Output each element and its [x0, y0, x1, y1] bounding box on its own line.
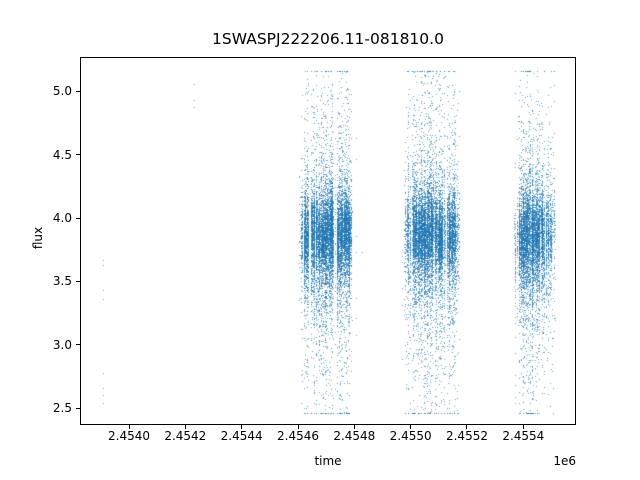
- y-tick-label: 3.5: [52, 274, 72, 289]
- x-tick-mark: [466, 425, 468, 429]
- y-tick-mark: [76, 217, 80, 219]
- x-tick-mark: [522, 425, 524, 429]
- x-tick-mark: [297, 425, 299, 429]
- y-tick-mark: [76, 407, 80, 409]
- x-tick-label: 2.4540: [108, 429, 150, 443]
- x-tick-label: 2.4554: [502, 429, 545, 443]
- x-tick-label: 2.4548: [333, 429, 376, 443]
- x-tick-label: 2.4552: [445, 429, 488, 443]
- x-tick-label: 2.4544: [220, 429, 263, 443]
- y-tick-label: 4.5: [52, 147, 72, 162]
- x-tick-mark: [241, 425, 243, 429]
- x-tick-mark: [353, 425, 355, 429]
- x-tick-mark: [410, 425, 412, 429]
- y-tick-label: 3.0: [52, 337, 72, 352]
- chart-title: 1SWASPJ222206.11-081810.0: [212, 30, 444, 48]
- x-axis-offset-text: 1e6: [553, 454, 576, 468]
- y-tick-mark: [76, 154, 80, 156]
- y-tick-label: 4.0: [52, 211, 72, 226]
- x-axis-label: time: [314, 454, 342, 468]
- x-tick-mark: [128, 425, 130, 429]
- x-tick-label: 2.4550: [389, 429, 432, 443]
- y-tick-mark: [76, 90, 80, 92]
- y-tick-mark: [76, 280, 80, 282]
- y-axis-label: flux: [31, 226, 45, 250]
- y-tick-label: 2.5: [52, 401, 72, 416]
- y-tick-label: 5.0: [52, 84, 72, 99]
- y-tick-mark: [76, 344, 80, 346]
- scatter-points-canvas: [80, 57, 576, 425]
- x-tick-label: 2.4542: [164, 429, 207, 443]
- x-tick-label: 2.4546: [277, 429, 319, 443]
- x-tick-mark: [184, 425, 186, 429]
